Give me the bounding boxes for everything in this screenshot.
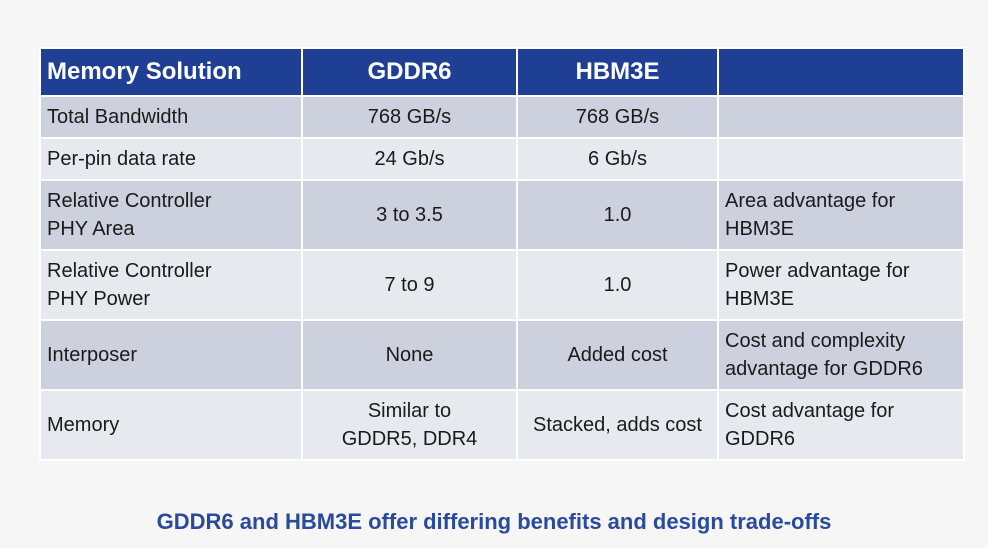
cell-line: Added cost (567, 344, 668, 366)
table-header-row: Memory Solution GDDR6 HBM3E (39, 47, 965, 97)
row-label-memory: Memory (39, 389, 303, 461)
cell-line: Interposer (47, 344, 138, 366)
header-gddr6: GDDR6 (301, 47, 518, 97)
cell-line: 7 to 9 (384, 274, 435, 296)
hbm3e-per-pin-data-rate: 6 Gb/s (516, 137, 719, 181)
hbm3e-phy-power: 1.0 (516, 249, 719, 321)
cell-line: PHY Area (47, 218, 135, 240)
note-per-pin-data-rate (717, 137, 965, 181)
header-notes (717, 47, 965, 97)
hbm3e-memory: Stacked, adds cost (516, 389, 719, 461)
cell-line: GDDR6 (725, 428, 796, 450)
cell-line: advantage for GDDR6 (725, 358, 923, 380)
gddr6-interposer: None (301, 319, 518, 391)
header-hbm3e: HBM3E (516, 47, 719, 97)
gddr6-memory: Similar to GDDR5, DDR4 (301, 389, 518, 461)
table-row: Total Bandwidth 768 GB/s 768 GB/s (39, 95, 965, 139)
cell-line: Cost and complexity (725, 330, 906, 352)
cell-line: 1.0 (603, 274, 632, 296)
cell-line: Power advantage for (725, 260, 910, 282)
gddr6-phy-area: 3 to 3.5 (301, 179, 518, 251)
row-label-per-pin-data-rate: Per-pin data rate (39, 137, 303, 181)
cell-line: None (385, 344, 434, 366)
note-interposer: Cost and complexity advantage for GDDR6 (717, 319, 965, 391)
memory-comparison-table: Memory Solution GDDR6 HBM3E Total Bandwi… (39, 47, 965, 461)
gddr6-phy-power: 7 to 9 (301, 249, 518, 321)
comparison-table-container: Memory Solution GDDR6 HBM3E Total Bandwi… (39, 47, 965, 461)
hbm3e-total-bandwidth: 768 GB/s (516, 95, 719, 139)
hbm3e-interposer: Added cost (516, 319, 719, 391)
header-memory-solution: Memory Solution (39, 47, 303, 97)
cell-line: GDDR5, DDR4 (341, 428, 478, 450)
table-row: Per-pin data rate 24 Gb/s 6 Gb/s (39, 137, 965, 181)
slide-caption: GDDR6 and HBM3E offer differing benefits… (156, 509, 832, 534)
table-row: Interposer None Added cost Cost and comp… (39, 319, 965, 391)
cell-line: 1.0 (603, 204, 632, 226)
cell-line: 768 GB/s (367, 106, 452, 128)
cell-line: Area advantage for (725, 190, 896, 212)
cell-line: 24 Gb/s (374, 148, 445, 170)
cell-line: Relative Controller (47, 190, 212, 212)
note-phy-area: Area advantage for HBM3E (717, 179, 965, 251)
cell-line: Cost advantage for (725, 400, 894, 422)
cell-line: Stacked, adds cost (533, 414, 702, 436)
row-label-interposer: Interposer (39, 319, 303, 391)
cell-line: HBM3E (725, 218, 794, 240)
cell-line: 768 GB/s (575, 106, 660, 128)
hbm3e-phy-area: 1.0 (516, 179, 719, 251)
table-row: Memory Similar to GDDR5, DDR4 Stacked, a… (39, 389, 965, 461)
cell-line: PHY Power (47, 288, 151, 310)
gddr6-per-pin-data-rate: 24 Gb/s (301, 137, 518, 181)
cell-line: Per-pin data rate (47, 148, 196, 170)
note-memory: Cost advantage for GDDR6 (717, 389, 965, 461)
table-row: Relative Controller PHY Area 3 to 3.5 1.… (39, 179, 965, 251)
row-label-phy-area: Relative Controller PHY Area (39, 179, 303, 251)
cell-line: Total Bandwidth (47, 106, 189, 128)
cell-line: HBM3E (725, 288, 794, 310)
cell-line: 3 to 3.5 (376, 204, 443, 226)
note-total-bandwidth (717, 95, 965, 139)
gddr6-total-bandwidth: 768 GB/s (301, 95, 518, 139)
cell-line: Relative Controller (47, 260, 212, 282)
cell-line: 6 Gb/s (588, 148, 647, 170)
row-label-total-bandwidth: Total Bandwidth (39, 95, 303, 139)
table-row: Relative Controller PHY Power 7 to 9 1.0… (39, 249, 965, 321)
cell-line: Similar to (367, 400, 452, 422)
row-label-phy-power: Relative Controller PHY Power (39, 249, 303, 321)
note-phy-power: Power advantage for HBM3E (717, 249, 965, 321)
cell-line: Memory (47, 414, 120, 436)
